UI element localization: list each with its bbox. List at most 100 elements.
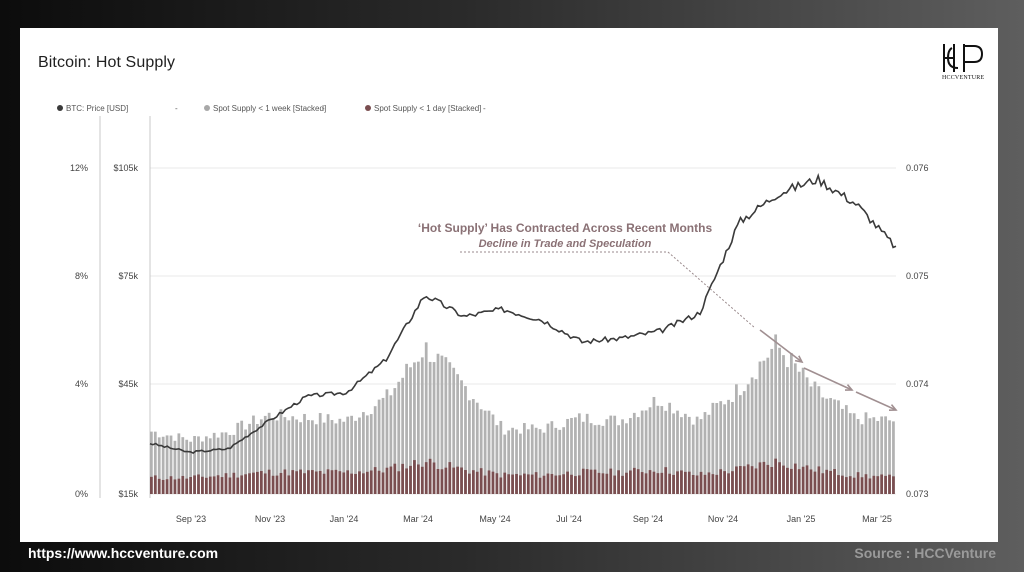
bar-1-day	[860, 477, 864, 494]
bar-1-day	[515, 473, 518, 494]
bar-1-day	[719, 469, 723, 494]
bar-1-day	[581, 468, 585, 494]
bar-1-week	[373, 406, 377, 494]
bar-1-day	[385, 467, 389, 494]
bar-1-week	[746, 384, 750, 494]
legend-label: BTC: Price [USD]	[66, 104, 128, 113]
logo-text: HCCVENTURE	[942, 75, 985, 81]
bar-1-week	[872, 417, 876, 494]
bar-1-week	[165, 435, 169, 494]
trend-arrow	[855, 391, 897, 411]
bar-1-day	[793, 463, 797, 494]
bar-1-day	[448, 462, 452, 494]
bar-1-week	[793, 363, 797, 494]
bar-1-day	[503, 472, 507, 494]
bar-1-week	[629, 418, 632, 494]
hccventure-logo-icon	[943, 44, 984, 72]
bar-1-week	[735, 384, 738, 494]
bar-1-day	[220, 477, 224, 494]
bar-1-day	[307, 470, 310, 494]
bar-1-week	[216, 437, 220, 494]
bar-1-day	[809, 469, 813, 494]
bar-1-week	[585, 413, 589, 494]
bar-1-week	[479, 409, 483, 494]
bar-1-week	[342, 421, 346, 494]
bar-1-week	[825, 398, 829, 494]
bar-1-week	[346, 416, 350, 494]
bar-1-day	[829, 470, 832, 494]
legend-marker	[365, 105, 371, 111]
bar-1-day	[778, 462, 781, 494]
bar-1-week	[181, 437, 185, 494]
bar-1-day	[318, 470, 322, 494]
bar-1-day	[758, 462, 762, 494]
bar-1-day	[491, 471, 495, 494]
bar-1-day	[672, 474, 675, 494]
bar-1-week	[228, 435, 232, 494]
bar-1-week	[314, 424, 318, 494]
hot-supply-chart: BTC: Price [USD] - Spot Supply < 1 week [S…	[57, 104, 929, 524]
bar-1-week	[416, 361, 420, 494]
bar-1-week	[640, 410, 644, 494]
bar-1-day	[150, 476, 153, 494]
bar-1-week	[664, 410, 668, 494]
bar-1-week	[515, 429, 518, 494]
bar-1-day	[165, 479, 169, 494]
bar-1-week	[695, 416, 699, 494]
series-spot-supply-1-week	[150, 334, 895, 494]
bar-1-day	[275, 475, 279, 494]
bar-1-day	[888, 474, 891, 494]
bar-1-week	[731, 401, 734, 494]
bar-1-week	[609, 415, 613, 494]
bar-1-week	[511, 427, 514, 494]
y-left-usd-tick: $105k	[113, 163, 138, 173]
bar-1-week	[782, 355, 785, 494]
bar-1-day	[668, 473, 672, 494]
bar-1-day	[789, 468, 793, 494]
bar-1-day	[735, 466, 738, 494]
bar-1-day	[228, 477, 232, 494]
bar-1-day	[833, 469, 836, 494]
bar-1-day	[177, 478, 181, 494]
x-tick-label: Sep '24	[633, 514, 663, 524]
bar-1-day	[499, 477, 503, 494]
bar-1-week	[597, 424, 601, 494]
bar-1-week	[169, 435, 173, 494]
bar-1-week	[707, 414, 711, 494]
legend-label: Spot Supply < 1 day [Stacked]	[374, 104, 481, 113]
bar-1-day	[570, 474, 573, 494]
bar-1-week	[193, 436, 196, 494]
bar-1-day	[471, 470, 475, 494]
bar-1-week	[153, 431, 157, 494]
bar-1-week	[362, 412, 365, 494]
footer-url-link[interactable]: https://www.hccventure.com	[28, 545, 219, 561]
y-left-pct-tick: 4%	[75, 379, 88, 389]
bar-1-week	[833, 399, 836, 494]
bar-1-day	[621, 475, 624, 494]
bar-1-week	[805, 377, 809, 494]
bar-1-week	[546, 423, 550, 494]
bar-1-day	[597, 472, 601, 494]
bar-1-day	[770, 467, 774, 494]
bar-1-week	[683, 413, 687, 494]
bar-1-day	[291, 470, 295, 494]
bar-1-week	[530, 424, 534, 494]
bar-1-week	[526, 429, 530, 494]
bar-1-day	[511, 474, 514, 494]
bar-1-week	[519, 433, 522, 494]
bar-1-day	[837, 475, 840, 494]
bar-1-week	[413, 362, 416, 494]
bar-1-week	[801, 367, 805, 494]
bar-1-week	[715, 403, 719, 494]
bar-1-day	[648, 470, 652, 494]
bar-1-week	[687, 416, 691, 494]
page-title: Bitcoin: Hot Supply	[38, 54, 176, 71]
bar-1-week	[464, 386, 467, 494]
y-left-usd-tick: $45k	[118, 379, 138, 389]
bar-1-week	[381, 397, 385, 494]
bar-1-day	[797, 469, 801, 494]
bar-1-week	[259, 419, 263, 494]
bar-1-day	[181, 475, 185, 494]
bar-1-week	[589, 423, 593, 494]
bar-1-week	[570, 417, 573, 494]
